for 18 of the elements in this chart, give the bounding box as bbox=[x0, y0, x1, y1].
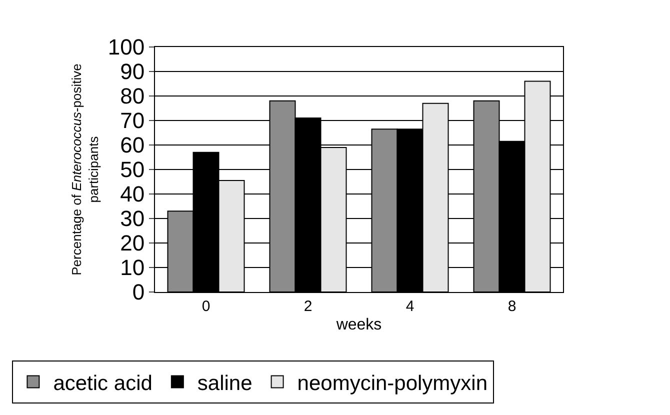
y-tick-label: 40 bbox=[120, 182, 145, 207]
y-tick-label: 90 bbox=[120, 59, 145, 84]
x-tick-label: 4 bbox=[406, 298, 414, 315]
y-tick-label: 60 bbox=[120, 132, 145, 158]
y-tick-label: 10 bbox=[120, 255, 145, 280]
x-tick-label: 8 bbox=[508, 298, 516, 315]
x-tick-label: 0 bbox=[202, 298, 210, 315]
y-tick-label: 80 bbox=[120, 84, 145, 109]
legend-label: neomycin-polymyxin bbox=[297, 372, 488, 395]
x-tick-label: 2 bbox=[304, 298, 312, 315]
x-axis-title: weeks bbox=[335, 316, 382, 334]
y-tick-label: 30 bbox=[120, 206, 145, 232]
legend-label: saline bbox=[197, 372, 252, 395]
y-tick-label: 20 bbox=[120, 230, 145, 256]
legend-label: acetic acid bbox=[53, 372, 152, 395]
y-tick-label: 100 bbox=[108, 34, 145, 60]
y-tick-label: 70 bbox=[120, 108, 145, 134]
y-tick-label: 50 bbox=[120, 157, 145, 182]
